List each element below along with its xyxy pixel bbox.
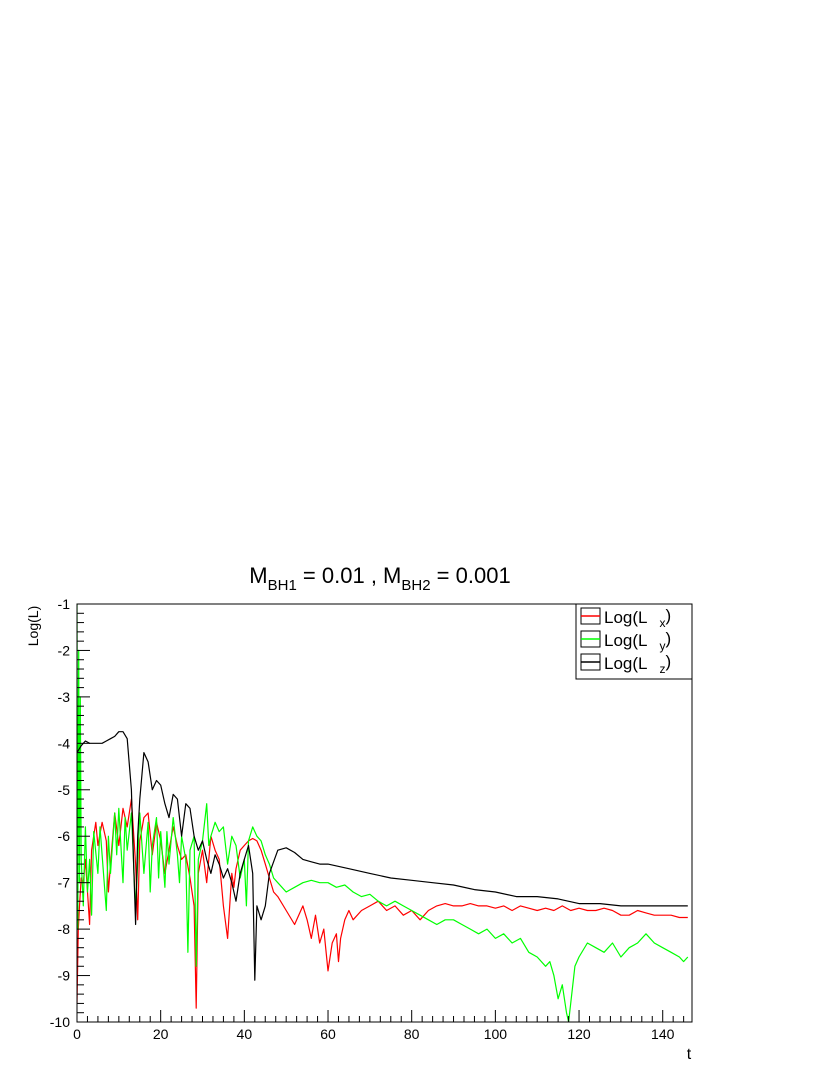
y-tick-label: -3 xyxy=(58,689,71,705)
x-tick-label: 20 xyxy=(153,1026,169,1042)
y-tick-label: -2 xyxy=(58,642,71,658)
x-tick-label: 0 xyxy=(73,1026,81,1042)
x-tick-label: 80 xyxy=(404,1026,420,1042)
legend-label-z: Log(L z) xyxy=(604,652,671,676)
x-axis-label: t xyxy=(687,1046,692,1063)
y-tick-label: -4 xyxy=(58,735,71,751)
y-tick-label: -9 xyxy=(58,968,71,984)
series-line-y xyxy=(77,604,689,1022)
x-tick-label: 140 xyxy=(651,1026,675,1042)
series-line-z xyxy=(77,731,688,981)
x-tick-label: 60 xyxy=(320,1026,336,1042)
legend-label-y: Log(L y) xyxy=(604,629,671,653)
y-tick-label: -7 xyxy=(58,875,71,891)
legend: Log(L x)Log(L y)Log(L z) xyxy=(575,603,693,680)
x-tick-label: 40 xyxy=(237,1026,253,1042)
y-tick-label: -5 xyxy=(58,782,71,798)
chart-title: MBH1 = 0.01 , MBH2 = 0.001 xyxy=(249,563,510,594)
x-tick-label: 120 xyxy=(567,1026,591,1042)
y-tick-label: -8 xyxy=(58,921,71,937)
plot-frame xyxy=(76,603,693,1023)
y-axis-label: Log(L) xyxy=(25,606,41,646)
series-line-x xyxy=(77,798,688,1009)
legend-label-x: Log(L x) xyxy=(604,606,671,630)
y-tick-label: -10 xyxy=(50,1014,70,1030)
y-tick-label: -6 xyxy=(58,828,71,844)
x-tick-label: 100 xyxy=(484,1026,508,1042)
y-tick-label: -1 xyxy=(58,596,71,612)
